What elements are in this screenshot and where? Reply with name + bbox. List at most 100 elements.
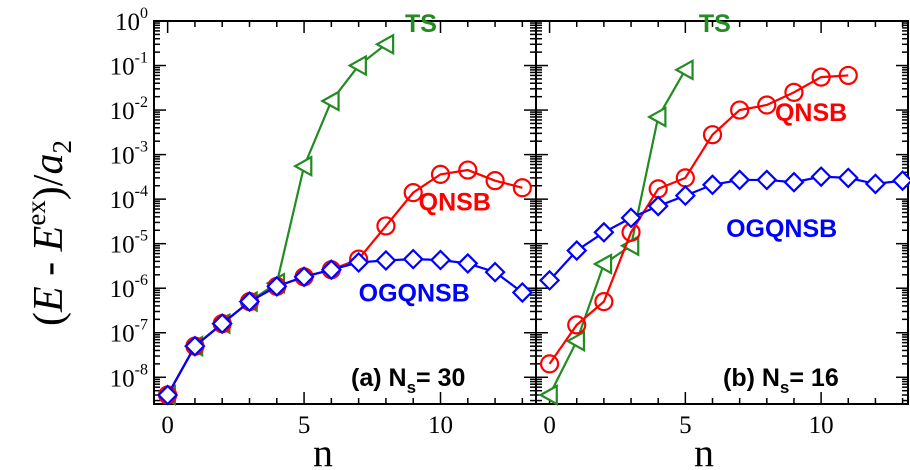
panel-a-y-tick-label: 100	[115, 5, 148, 36]
panel-a-ogqnsb-point	[184, 335, 206, 357]
panel-b-ogqnsb-point	[756, 169, 778, 191]
panel-b-ogqnsb-point	[837, 167, 859, 189]
panel-b-ts-label: TS	[699, 10, 731, 38]
panel-b-ogqnsb-point	[783, 171, 805, 193]
panel-a-ts-point	[374, 33, 395, 56]
y-axis-label-a: a	[26, 154, 72, 175]
panel-a-qnsb-point	[458, 160, 478, 180]
panel-b-ogqnsb-point	[566, 240, 588, 262]
panel-b-series-qnsb: QNSB	[539, 65, 858, 374]
panel-b-ts-point	[674, 58, 694, 81]
panel-a-ogqnsb-point	[211, 313, 233, 335]
panel-a-qnsb-point	[485, 171, 505, 191]
y-axis-label-open: (	[26, 312, 72, 326]
panel-b-ogqnsb-point	[864, 173, 886, 195]
panel-b-qnsb-line	[548, 74, 849, 365]
panel-a-ogqnsb-label: OGQNSB	[359, 280, 470, 308]
annotation-prefix: (a) N	[351, 364, 407, 392]
panel-a-y-tick-label: 10-5	[110, 228, 148, 259]
annotation-suffix: = 30	[416, 364, 465, 392]
y-tick-exponent: -5	[135, 228, 148, 245]
panel-a-series-qnsb: QNSB	[158, 160, 532, 405]
y-tick-exponent: -1	[135, 50, 148, 67]
y-axis-label-e2: E	[26, 226, 72, 253]
panel-a-ogqnsb-point	[402, 248, 424, 270]
annotation-prefix: (b) N	[723, 364, 780, 392]
panel-a-x-tick-label: 10	[428, 412, 453, 439]
panel-b-qnsb-point	[539, 354, 560, 374]
panel-b-ogqnsb-label: OGQNSB	[726, 215, 837, 243]
x-axis-label-a: n	[313, 430, 333, 470]
y-tick-base: 10	[110, 276, 135, 303]
panel-a-x-tick-label: 5	[298, 412, 311, 439]
panel-b-qnsb-point	[594, 292, 614, 312]
panel-b-ogqnsb-point	[674, 185, 696, 207]
panel-b-qnsb-label: QNSB	[775, 99, 847, 127]
panel-b-ogqnsb-point	[701, 174, 724, 196]
y-tick-exponent: 0	[140, 5, 148, 22]
y-tick-base: 10	[110, 187, 135, 214]
y-tick-base: 10	[110, 143, 135, 170]
panel-b-x-tick-label: 5	[679, 412, 692, 439]
panel-b-x-tick-label: 10	[809, 412, 834, 439]
panel-b-qnsb-point	[567, 315, 587, 335]
panel-a-ogqnsb-point	[457, 252, 479, 274]
panel-b-series-ogqnsb: OGQNSB	[539, 166, 910, 291]
panel-b-ogqnsb-point	[593, 221, 615, 243]
y-tick-exponent: -8	[135, 361, 148, 378]
y-tick-base: 10	[110, 321, 135, 348]
panel-a-y-tick-label: 10-1	[110, 50, 148, 81]
y-tick-exponent: -2	[135, 94, 148, 111]
panel-a-y-tick-label: 10-3	[110, 139, 148, 170]
panel-b-ts-point	[565, 330, 586, 352]
panel-a-ogqnsb-point	[348, 251, 370, 273]
panel-a: 0 5 1010010-110-210-310-410-510-610-710-8T…	[110, 5, 537, 439]
panel-a-y-tick-label: 10-8	[110, 361, 148, 392]
panel-a-annotation: (a) Ns= 30	[351, 364, 465, 397]
panel-a-qnsb-point	[376, 216, 396, 236]
y-tick-exponent: -4	[135, 183, 148, 200]
panel-b-ogqnsb-point	[647, 195, 669, 217]
panel-b-series-ts: TS	[538, 10, 731, 406]
y-tick-base: 10	[115, 9, 140, 36]
panel-a-ts-label: TS	[405, 10, 437, 38]
panel-b-y-ticks	[536, 20, 908, 402]
panel-a-ts-point	[292, 155, 313, 178]
x-axis-label-b: n	[694, 430, 714, 470]
y-axis-label-close: )/	[26, 174, 72, 200]
y-tick-exponent: -3	[135, 139, 148, 156]
y-tick-base: 10	[110, 232, 135, 259]
panel-a-ogqnsb-point	[320, 259, 342, 281]
panel-b-frame	[535, 20, 909, 405]
panel-b-ogqnsb-point	[810, 166, 832, 188]
panel-b-annotation: (b) Ns= 16	[723, 364, 839, 397]
panel-a-qnsb-label: QNSB	[419, 188, 491, 216]
panel-a-ogqnsb-point	[375, 249, 397, 272]
panel-a-series-ogqnsb: OGQNSB	[157, 248, 533, 406]
y-axis-label-minus: -	[26, 251, 72, 286]
panel-b-qnsb-point	[811, 67, 831, 87]
panel-b-x-ticks	[548, 21, 904, 404]
panel-a-ogqnsb-point	[238, 291, 261, 313]
y-axis-label-e1: E	[26, 286, 72, 313]
panel-a-ogqnsb-point	[511, 281, 533, 304]
y-tick-base: 10	[110, 365, 135, 392]
panel-b-x-tick-label: 0	[543, 412, 556, 439]
y-axis-label-sub: 2	[47, 140, 77, 154]
panel-b-ts-point	[592, 253, 613, 275]
panel-a-qnsb-point	[430, 164, 451, 184]
panel-a-y-tick-label: 10-6	[110, 272, 148, 303]
panel-b-ts-point	[646, 106, 667, 128]
panel-b-ts-point	[538, 384, 558, 406]
panel-b-qnsb-point	[702, 125, 723, 145]
panel-a-y-tick-label: 10-2	[110, 94, 148, 125]
y-tick-exponent: -6	[135, 272, 148, 289]
panel-b-qnsb-point	[757, 95, 777, 115]
annotation-suffix: = 16	[789, 364, 838, 392]
y-axis-label-sup: ex	[21, 200, 51, 226]
annotation-subscript: s	[780, 378, 789, 397]
panel-a-y-tick-label: 10-4	[110, 183, 148, 214]
panel-b-qnsb-point	[784, 82, 804, 102]
panel-a-ogqnsb-point	[484, 261, 506, 283]
